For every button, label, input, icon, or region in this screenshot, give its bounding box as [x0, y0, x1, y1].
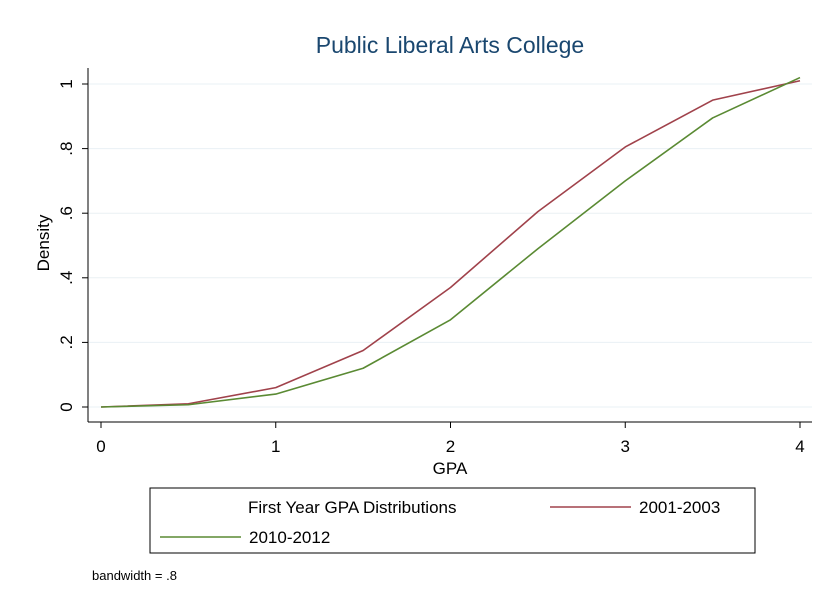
legend-label-2001-2003: 2001-2003 [639, 498, 720, 517]
legend-label-2010-2012: 2010-2012 [249, 528, 330, 547]
x-tick-label-1: 1 [271, 437, 280, 456]
y-tick-label-2: .4 [57, 271, 76, 285]
axes: 0 .2 .4 .6 .8 1 0 1 2 3 4 [57, 68, 812, 456]
gridlines [89, 83, 812, 408]
y-tick-label-5: 1 [57, 79, 76, 88]
x-tick-label-2: 2 [446, 437, 455, 456]
series-line-2010-2012 [100, 76, 801, 408]
chart-title: Public Liberal Arts College [316, 32, 584, 58]
series-lines [100, 76, 801, 408]
x-axis-title: GPA [433, 459, 468, 478]
y-tick-label-0: 0 [57, 402, 76, 411]
legend-box [149, 487, 756, 554]
y-tick-label-1: .2 [57, 335, 76, 349]
y-tick-label-3: .6 [57, 206, 76, 220]
series-line-2001-2003 [100, 79, 801, 408]
x-tick-label-4: 4 [795, 437, 804, 456]
x-tick-label-0: 0 [96, 437, 105, 456]
y-axis-title: Density [34, 214, 53, 271]
legend: First Year GPA Distributions 2001-2003 2… [149, 487, 756, 554]
bandwidth-note: bandwidth = .8 [92, 568, 177, 583]
x-tick-label-3: 3 [621, 437, 630, 456]
y-tick-label-4: .8 [57, 142, 76, 156]
legend-title: First Year GPA Distributions [248, 498, 457, 517]
